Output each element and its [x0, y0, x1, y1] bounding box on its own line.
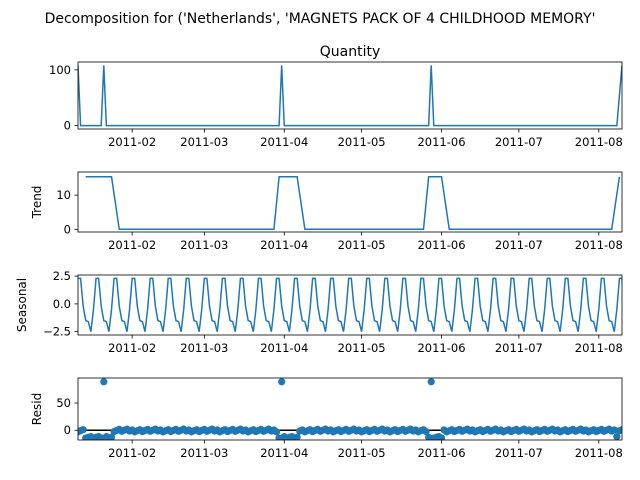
x-tick-label: 2011-02 [108, 135, 156, 149]
x-tick-label: 2011-08 [575, 238, 623, 252]
x-tick-label: 2011-06 [417, 135, 465, 149]
x-tick-label: 2011-02 [108, 341, 156, 355]
subplot-2: 2011-02 2011-03 2011-04 2011-05 2011-06 2011-… [30, 171, 623, 252]
trend-series-line [85, 176, 621, 231]
resid-point [437, 434, 446, 440]
plot-area [85, 176, 621, 231]
x-tick-label: 2011-07 [495, 238, 543, 252]
y-tick-label: 0 [64, 222, 71, 236]
x-tick-label: 2011-08 [575, 341, 623, 355]
seasonal-series-line [78, 277, 622, 332]
resid-outlier-point [427, 378, 435, 386]
x-tick-label: 2011-04 [260, 238, 308, 252]
axes-frame [77, 61, 623, 130]
x-tick-label: 2011-07 [495, 446, 543, 460]
subplot-3: 2011-02 2011-03 2011-04 2011-05 2011-06 2011-… [15, 269, 623, 355]
y-axis-label: Seasonal [15, 278, 29, 332]
x-tick-label: 2011-04 [260, 446, 308, 460]
x-tick-label: 2011-05 [338, 446, 386, 460]
y-tick-label: 10 [56, 188, 71, 202]
subplot-4: 2011-02 2011-03 2011-04 2011-05 2011-06 2011-… [30, 377, 623, 460]
y-axis-label: Resid [30, 393, 44, 425]
resid-point [293, 433, 301, 440]
x-tick-label: 2011-02 [108, 238, 156, 252]
x-tick-label: 2011-04 [260, 135, 308, 149]
resid-point [422, 427, 430, 436]
x-tick-label: 2011-08 [575, 135, 623, 149]
resid-point [79, 426, 87, 434]
x-tick-label: 2011-07 [495, 135, 543, 149]
resid-point [272, 428, 281, 436]
subplot-1: 2011-02 2011-03 2011-04 2011-05 2011-06 2011-… [49, 44, 623, 149]
x-tick-label: 2011-03 [180, 135, 228, 149]
plot-area [78, 378, 622, 440]
y-tick-label: 100 [49, 63, 71, 77]
x-tick-label: 2011-02 [108, 446, 156, 460]
axes-frame [77, 377, 623, 441]
resid-outlier-point [278, 378, 286, 386]
x-tick-label: 2011-05 [338, 238, 386, 252]
x-tick-label: 2011-07 [495, 341, 543, 355]
x-tick-label: 2011-05 [338, 341, 386, 355]
x-tick-label: 2011-06 [417, 341, 465, 355]
quantity-series-line [78, 65, 622, 127]
x-tick-label: 2011-03 [180, 341, 228, 355]
axes-frame [77, 171, 623, 233]
x-tick-label: 2011-05 [338, 135, 386, 149]
x-tick-label: 2011-03 [180, 238, 228, 252]
subplot-panels: 2011-02 2011-03 2011-04 2011-05 2011-06 2011-… [15, 44, 623, 460]
y-tick-label: 2.5 [53, 269, 71, 283]
x-tick-label: 2011-04 [260, 341, 308, 355]
plot-area [78, 277, 622, 332]
x-tick-label: 2011-03 [180, 446, 228, 460]
resid-point [613, 433, 621, 440]
plot-area [78, 65, 622, 127]
y-tick-label: 50 [56, 396, 71, 410]
resid-point [107, 433, 116, 440]
y-axis-label: Trend [30, 186, 44, 220]
x-tick-label: 2011-08 [575, 446, 623, 460]
y-tick-label: −2.5 [43, 325, 71, 339]
y-tick-label: 0 [64, 423, 71, 437]
x-tick-label: 2011-06 [417, 238, 465, 252]
y-tick-label: 0.0 [53, 297, 71, 311]
axes-frame [77, 274, 623, 336]
figure-suptitle: Decomposition for ('Netherlands', 'MAGNE… [45, 11, 596, 27]
y-tick-label: 0 [64, 119, 71, 133]
subplot-title: Quantity [320, 44, 381, 60]
resid-outlier-point [100, 378, 108, 386]
x-tick-label: 2011-06 [417, 446, 465, 460]
